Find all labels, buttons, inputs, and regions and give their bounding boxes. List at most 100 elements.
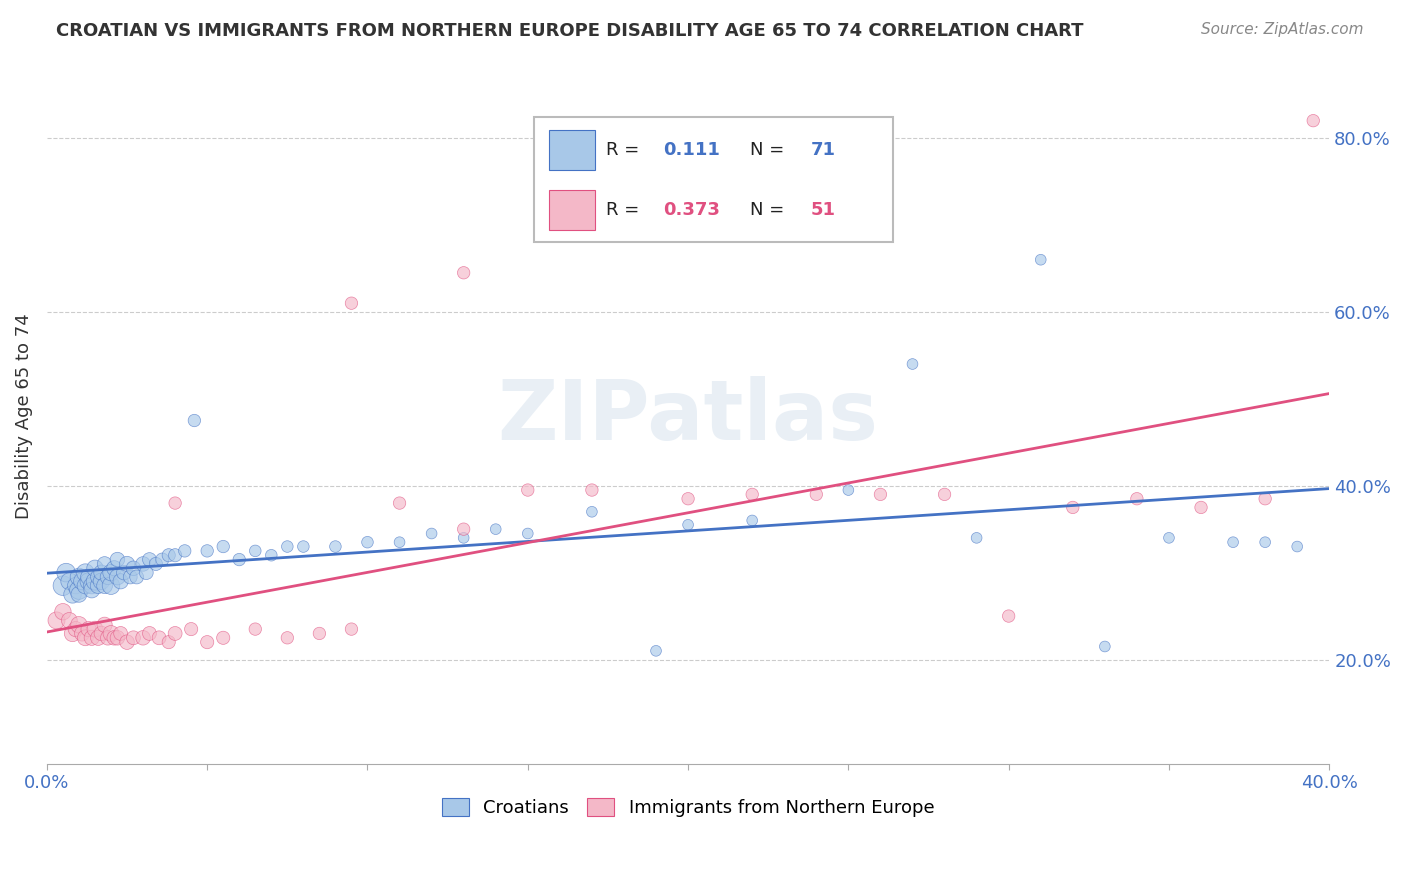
Point: [62, 626, 84, 640]
Point: [75, 566, 97, 580]
Point: [1222, 535, 1244, 549]
Point: [52, 579, 75, 593]
Point: [84, 561, 107, 575]
Y-axis label: Disability Age 65 to 74: Disability Age 65 to 74: [15, 313, 32, 519]
Point: [228, 552, 250, 566]
Point: [67, 617, 90, 632]
Point: [934, 487, 956, 501]
Point: [77, 622, 100, 636]
Point: [356, 535, 378, 549]
Point: [67, 587, 90, 601]
Point: [70, 626, 93, 640]
Point: [75, 579, 97, 593]
Point: [120, 570, 142, 584]
Point: [110, 626, 132, 640]
Point: [581, 483, 603, 497]
Point: [132, 631, 155, 645]
Point: [741, 487, 763, 501]
Point: [308, 626, 330, 640]
Point: [388, 496, 411, 510]
Point: [77, 574, 100, 589]
Point: [150, 552, 173, 566]
Point: [581, 505, 603, 519]
Point: [453, 522, 475, 536]
Point: [84, 574, 107, 589]
Point: [966, 531, 988, 545]
Point: [80, 631, 103, 645]
Point: [132, 557, 155, 571]
Point: [100, 626, 122, 640]
Point: [135, 566, 157, 580]
Point: [122, 561, 145, 575]
Text: ZIPatlas: ZIPatlas: [498, 376, 879, 457]
Point: [145, 557, 167, 571]
Point: [453, 531, 475, 545]
Point: [87, 631, 110, 645]
Point: [58, 574, 80, 589]
Point: [1062, 500, 1084, 515]
Point: [1302, 113, 1324, 128]
Point: [741, 513, 763, 527]
Point: [1157, 531, 1180, 545]
Point: [165, 496, 187, 510]
Text: CROATIAN VS IMMIGRANTS FROM NORTHERN EUROPE DISABILITY AGE 65 TO 74 CORRELATION : CROATIAN VS IMMIGRANTS FROM NORTHERN EUR…: [56, 22, 1084, 40]
Point: [1254, 491, 1277, 506]
Point: [212, 631, 235, 645]
Point: [516, 483, 538, 497]
Point: [45, 614, 67, 628]
Point: [837, 483, 859, 497]
Point: [676, 517, 699, 532]
Point: [93, 579, 115, 593]
Text: Source: ZipAtlas.com: Source: ZipAtlas.com: [1201, 22, 1364, 37]
Point: [1254, 535, 1277, 549]
Point: [165, 626, 187, 640]
Point: [183, 413, 205, 427]
Point: [100, 566, 122, 580]
Point: [125, 570, 148, 584]
Point: [676, 491, 699, 506]
Point: [1094, 640, 1116, 654]
Point: [212, 540, 235, 554]
Point: [112, 566, 135, 580]
Point: [55, 566, 77, 580]
Point: [901, 357, 924, 371]
Point: [516, 526, 538, 541]
Point: [115, 557, 138, 571]
Point: [157, 635, 180, 649]
Point: [245, 544, 267, 558]
Point: [103, 631, 125, 645]
Point: [420, 526, 443, 541]
Point: [90, 574, 112, 589]
Point: [80, 579, 103, 593]
Point: [325, 540, 347, 554]
Point: [97, 570, 120, 584]
Point: [245, 622, 267, 636]
Point: [100, 579, 122, 593]
Point: [93, 557, 115, 571]
Point: [65, 579, 87, 593]
Point: [195, 544, 218, 558]
Point: [340, 622, 363, 636]
Point: [67, 582, 90, 597]
Point: [103, 561, 125, 575]
Point: [122, 631, 145, 645]
Point: [1286, 540, 1309, 554]
Point: [62, 587, 84, 601]
Point: [453, 266, 475, 280]
Point: [645, 644, 668, 658]
Point: [107, 570, 129, 584]
Point: [157, 548, 180, 562]
Point: [87, 570, 110, 584]
Point: [107, 552, 129, 566]
Point: [869, 487, 891, 501]
Point: [67, 570, 90, 584]
Point: [180, 622, 202, 636]
Point: [173, 544, 195, 558]
Point: [195, 635, 218, 649]
Point: [138, 552, 160, 566]
Point: [84, 622, 107, 636]
Point: [77, 570, 100, 584]
Point: [485, 522, 508, 536]
Point: [388, 535, 411, 549]
Legend: Croatians, Immigrants from Northern Europe: Croatians, Immigrants from Northern Euro…: [434, 790, 942, 824]
